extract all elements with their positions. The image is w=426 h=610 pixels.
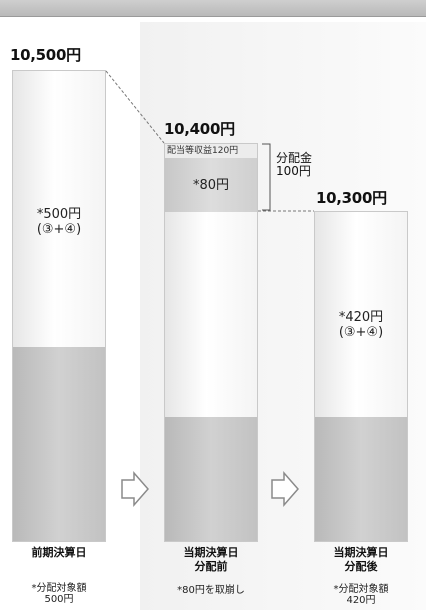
bar-current-before-total: 10,400円: [164, 120, 235, 138]
label-current-before-line-1: 当期決算日: [183, 546, 239, 559]
sub-current-after: *分配対象額 420円: [312, 584, 410, 606]
bar-current-before-drawdown-segment: [165, 158, 257, 212]
bar-previous-settlement: [12, 70, 106, 542]
sub-previous-line-2: 500円: [44, 594, 74, 605]
connector-previous-to-current: [105, 70, 165, 144]
bar-previous-note-formula: (③+④): [36, 222, 82, 237]
label-current-before: 当期決算日 分配前: [162, 546, 260, 574]
bar-current-after-upper-segment: [315, 212, 407, 417]
label-current-before-line-2: 分配前: [194, 560, 228, 573]
label-current-after-line-2: 分配後: [344, 560, 378, 573]
bar-current-before-income-note: 配当等収益120円: [167, 146, 239, 156]
bar-previous-note: *500円 (③+④): [12, 207, 106, 237]
sub-current-before-line-1: *80円を取崩し: [177, 585, 245, 596]
sub-previous-line-1: *分配対象額: [31, 583, 87, 594]
top-header-strip: [0, 0, 426, 17]
distribution-amount: 100円: [276, 164, 311, 178]
sub-current-after-line-2: 420円: [346, 595, 376, 606]
bar-current-before-middle-segment: [165, 212, 257, 417]
bar-current-after-distribution: [314, 211, 408, 542]
bar-previous-upper-segment: [13, 71, 105, 347]
sub-current-before: *80円を取崩し: [162, 585, 260, 596]
bar-current-after-lower-segment: [315, 417, 407, 541]
bar-previous-lower-segment: [13, 347, 105, 541]
distribution-bracket: [262, 143, 271, 211]
bar-current-before-income-strip: [165, 144, 257, 158]
label-previous-settlement: 前期決算日: [10, 546, 108, 560]
sub-current-after-line-1: *分配対象額: [333, 584, 389, 595]
right-arrow-icon: [121, 471, 149, 507]
distribution-label: 分配金: [276, 151, 313, 165]
bar-current-after-note-formula: (③+④): [338, 325, 384, 340]
bar-current-after-note: *420円 (③+④): [314, 310, 408, 340]
label-previous-line: 前期決算日: [31, 546, 87, 559]
bar-current-after-note-amount: *420円: [338, 310, 384, 325]
bar-current-before-drawdown-note: *80円: [192, 178, 230, 193]
distribution-annotation: 分配金 100円: [276, 152, 312, 178]
right-arrow-icon: [271, 471, 299, 507]
label-current-after-line-1: 当期決算日: [333, 546, 389, 559]
bar-current-before-lower-segment: [165, 417, 257, 541]
label-current-after: 当期決算日 分配後: [312, 546, 410, 574]
bar-previous-total: 10,500円: [10, 46, 81, 64]
bar-current-before-distribution: [164, 143, 258, 542]
sub-previous-settlement: *分配対象額 500円: [10, 583, 108, 605]
bar-current-after-total: 10,300円: [316, 189, 387, 207]
bar-previous-note-amount: *500円: [36, 207, 82, 222]
